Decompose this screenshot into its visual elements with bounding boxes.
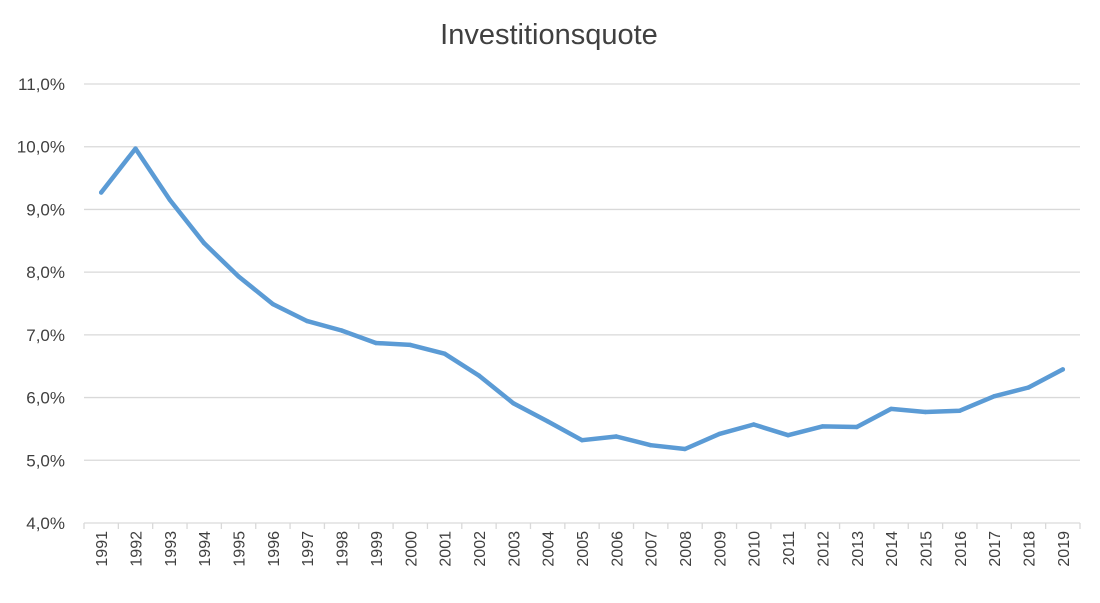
x-tick-label: 1993 [163, 531, 180, 567]
data-point [408, 342, 413, 348]
x-tick-label: 2017 [987, 531, 1004, 567]
data-point [202, 241, 207, 246]
data-point [476, 373, 482, 378]
x-tick-label: 2006 [609, 531, 626, 567]
y-tick-label: 9,0% [26, 200, 65, 219]
data-point [511, 401, 516, 406]
data-point [785, 433, 791, 438]
y-tick-label: 6,0% [26, 389, 65, 408]
x-tick-label: 2000 [403, 531, 420, 567]
x-tick-label: 1992 [129, 531, 146, 567]
data-point [991, 394, 997, 399]
x-tick-label: 2008 [678, 531, 695, 567]
data-point [442, 351, 447, 356]
series-layer [98, 146, 1066, 452]
data-point [682, 446, 688, 452]
data-point [545, 419, 550, 424]
x-tick-label: 2002 [472, 531, 489, 567]
data-point [133, 146, 138, 151]
x-tick-label: 2011 [781, 531, 798, 566]
x-tick-label: 2001 [438, 531, 455, 567]
x-tick-label: 2018 [1021, 531, 1038, 567]
x-tick-label: 2019 [1056, 531, 1073, 567]
data-point [167, 197, 173, 203]
data-point [614, 434, 619, 439]
data-point [236, 274, 241, 279]
y-tick-label: 5,0% [26, 451, 65, 470]
x-tick-label: 2005 [575, 531, 592, 567]
y-tick-label: 4,0% [26, 514, 65, 533]
data-point [99, 190, 104, 195]
data-point [373, 340, 379, 346]
x-tick-label: 2003 [506, 531, 523, 567]
data-point [957, 408, 962, 413]
x-tick-label: 2013 [850, 531, 867, 567]
data-point [648, 443, 653, 448]
x-tick-label: 1995 [232, 531, 249, 567]
x-tick-label: 2009 [712, 531, 729, 567]
data-point [717, 431, 722, 437]
y-tick-label: 7,0% [26, 326, 65, 345]
chart-title: Investitionsquote [440, 19, 658, 51]
x-axis-ticks: 1991 1992 1993 1994 1995 1996 1997 1998 1999 2000… [83, 523, 1081, 567]
data-point [820, 424, 825, 429]
x-tick-label: 2010 [747, 531, 764, 567]
x-tick-label: 2015 [918, 531, 935, 567]
y-axis-ticks: 4,0% 5,0% 6,0% 7,0% 8,0% 9,0% 10,0% 11,0% [17, 75, 65, 533]
data-point [1026, 385, 1031, 390]
x-tick-label: 2004 [541, 531, 558, 567]
series-line-0 [98, 146, 1066, 452]
data-point [888, 406, 894, 412]
data-point [1060, 367, 1066, 372]
x-tick-label: 1998 [335, 531, 352, 567]
x-tick-label: 1996 [266, 531, 283, 567]
data-point [270, 301, 276, 307]
y-tick-label: 11,0% [18, 75, 65, 94]
data-point [339, 328, 344, 333]
x-tick-label: 1994 [197, 531, 214, 567]
x-tick-label: 2016 [953, 531, 970, 567]
data-point [751, 422, 756, 427]
x-tick-label: 1997 [300, 531, 317, 567]
x-tick-label: 2014 [884, 531, 901, 567]
x-tick-label: 1991 [94, 531, 111, 567]
gridlines [84, 83, 1080, 524]
x-tick-label: 2012 [815, 531, 832, 567]
data-point [579, 438, 585, 443]
y-tick-label: 8,0% [26, 263, 65, 282]
x-tick-label: 1999 [369, 531, 386, 567]
data-point [854, 424, 859, 430]
x-tick-label: 2007 [644, 531, 661, 567]
data-point [305, 318, 310, 324]
y-tick-label: 10,0% [17, 138, 65, 157]
data-point [923, 409, 928, 415]
